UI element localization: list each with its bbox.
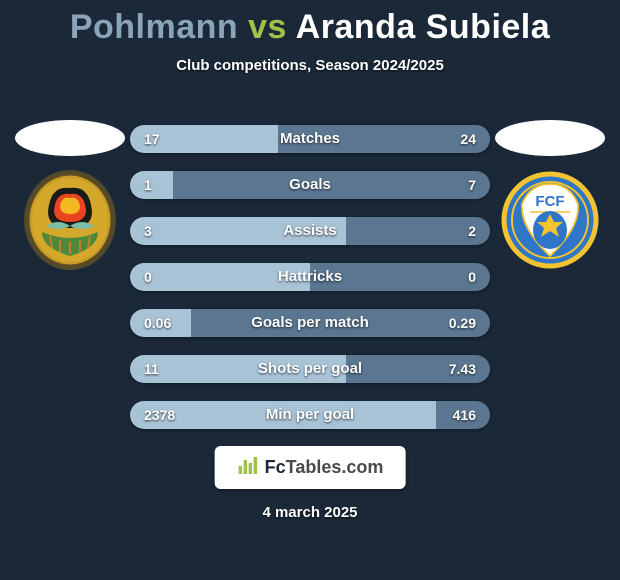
- club-crest-left: [20, 170, 120, 270]
- left-ellipse: [15, 120, 125, 156]
- stat-label: Goals: [130, 171, 490, 199]
- player2-name: Aranda Subiela: [296, 8, 551, 46]
- page-title: Pohlmann vs Aranda Subiela: [0, 0, 620, 47]
- stat-label: Matches: [130, 125, 490, 153]
- player1-name: Pohlmann: [70, 8, 238, 46]
- stat-right-value: 416: [453, 401, 476, 429]
- stat-row: 0Hattricks0: [130, 263, 490, 291]
- stat-label: Assists: [130, 217, 490, 245]
- stat-row: 11Shots per goal7.43: [130, 355, 490, 383]
- bar-chart-icon: [237, 454, 259, 481]
- svg-text:FCF: FCF: [535, 193, 564, 210]
- fctables-logo[interactable]: FcTables.com: [215, 446, 406, 489]
- stat-row: 0.06Goals per match0.29: [130, 309, 490, 337]
- stat-right-value: 24: [460, 125, 476, 153]
- stat-right-value: 2: [468, 217, 476, 245]
- stat-right-value: 7: [468, 171, 476, 199]
- stat-row: 3Assists2: [130, 217, 490, 245]
- stat-right-value: 7.43: [449, 355, 476, 383]
- stat-row: 1Goals7: [130, 171, 490, 199]
- date-label: 4 march 2025: [0, 504, 620, 521]
- stat-label: Shots per goal: [130, 355, 490, 383]
- club-crest-right: FCF: [500, 170, 600, 270]
- stats-container: 17Matches24 1Goals7 3Assists2 0Hattricks0 0.…: [130, 125, 490, 447]
- competition-subtitle: Club competitions, Season 2024/2025: [0, 57, 620, 74]
- vs-text: vs: [248, 8, 287, 46]
- logo-text: FcTables.com: [265, 457, 384, 478]
- stat-label: Hattricks: [130, 263, 490, 291]
- stat-label: Goals per match: [130, 309, 490, 337]
- stat-row: 17Matches24: [130, 125, 490, 153]
- stat-row: 2378Min per goal416: [130, 401, 490, 429]
- stat-right-value: 0: [468, 263, 476, 291]
- stat-right-value: 0.29: [449, 309, 476, 337]
- stat-label: Min per goal: [130, 401, 490, 429]
- right-ellipse: [495, 120, 605, 156]
